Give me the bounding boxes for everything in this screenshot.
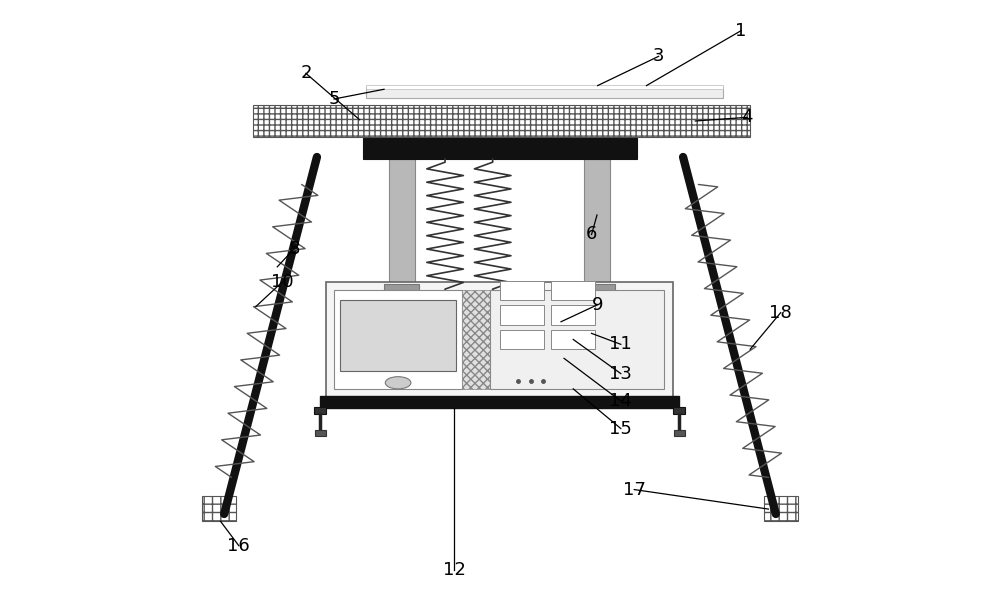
Bar [366,86,723,98]
Bar [366,85,723,89]
Bar [320,395,679,408]
Bar [340,300,456,371]
Text: 13: 13 [609,365,632,383]
Bar [500,281,544,300]
Text: 10: 10 [271,273,293,291]
Text: 1: 1 [735,21,747,40]
Bar [334,290,462,389]
Bar [674,430,685,436]
Text: 16: 16 [227,537,250,555]
Text: 11: 11 [609,335,632,353]
Text: 15: 15 [609,419,632,438]
Text: 8: 8 [289,240,300,257]
Text: 5: 5 [328,90,340,108]
Bar [764,496,798,521]
Text: 9: 9 [592,295,603,314]
Bar [363,138,637,159]
Bar [462,290,491,389]
Bar [389,159,415,285]
Bar [500,305,544,325]
Bar [500,330,544,349]
Bar [579,284,615,292]
Bar [551,281,595,300]
Text: 4: 4 [741,109,753,126]
Text: 2: 2 [300,64,312,82]
Text: 17: 17 [623,481,646,498]
Text: 6: 6 [586,226,597,243]
Bar [490,290,664,389]
Bar [551,305,595,325]
Bar [315,430,326,436]
Bar [326,282,673,397]
Bar [202,496,236,521]
Text: 14: 14 [609,392,632,410]
Text: 3: 3 [653,47,664,66]
Bar [584,159,610,285]
Text: 12: 12 [443,561,466,579]
Ellipse shape [385,376,411,389]
Bar [673,406,685,414]
Text: 18: 18 [769,303,792,322]
Bar [551,330,595,349]
Bar [253,105,750,137]
Bar [314,406,326,414]
Bar [384,284,419,292]
